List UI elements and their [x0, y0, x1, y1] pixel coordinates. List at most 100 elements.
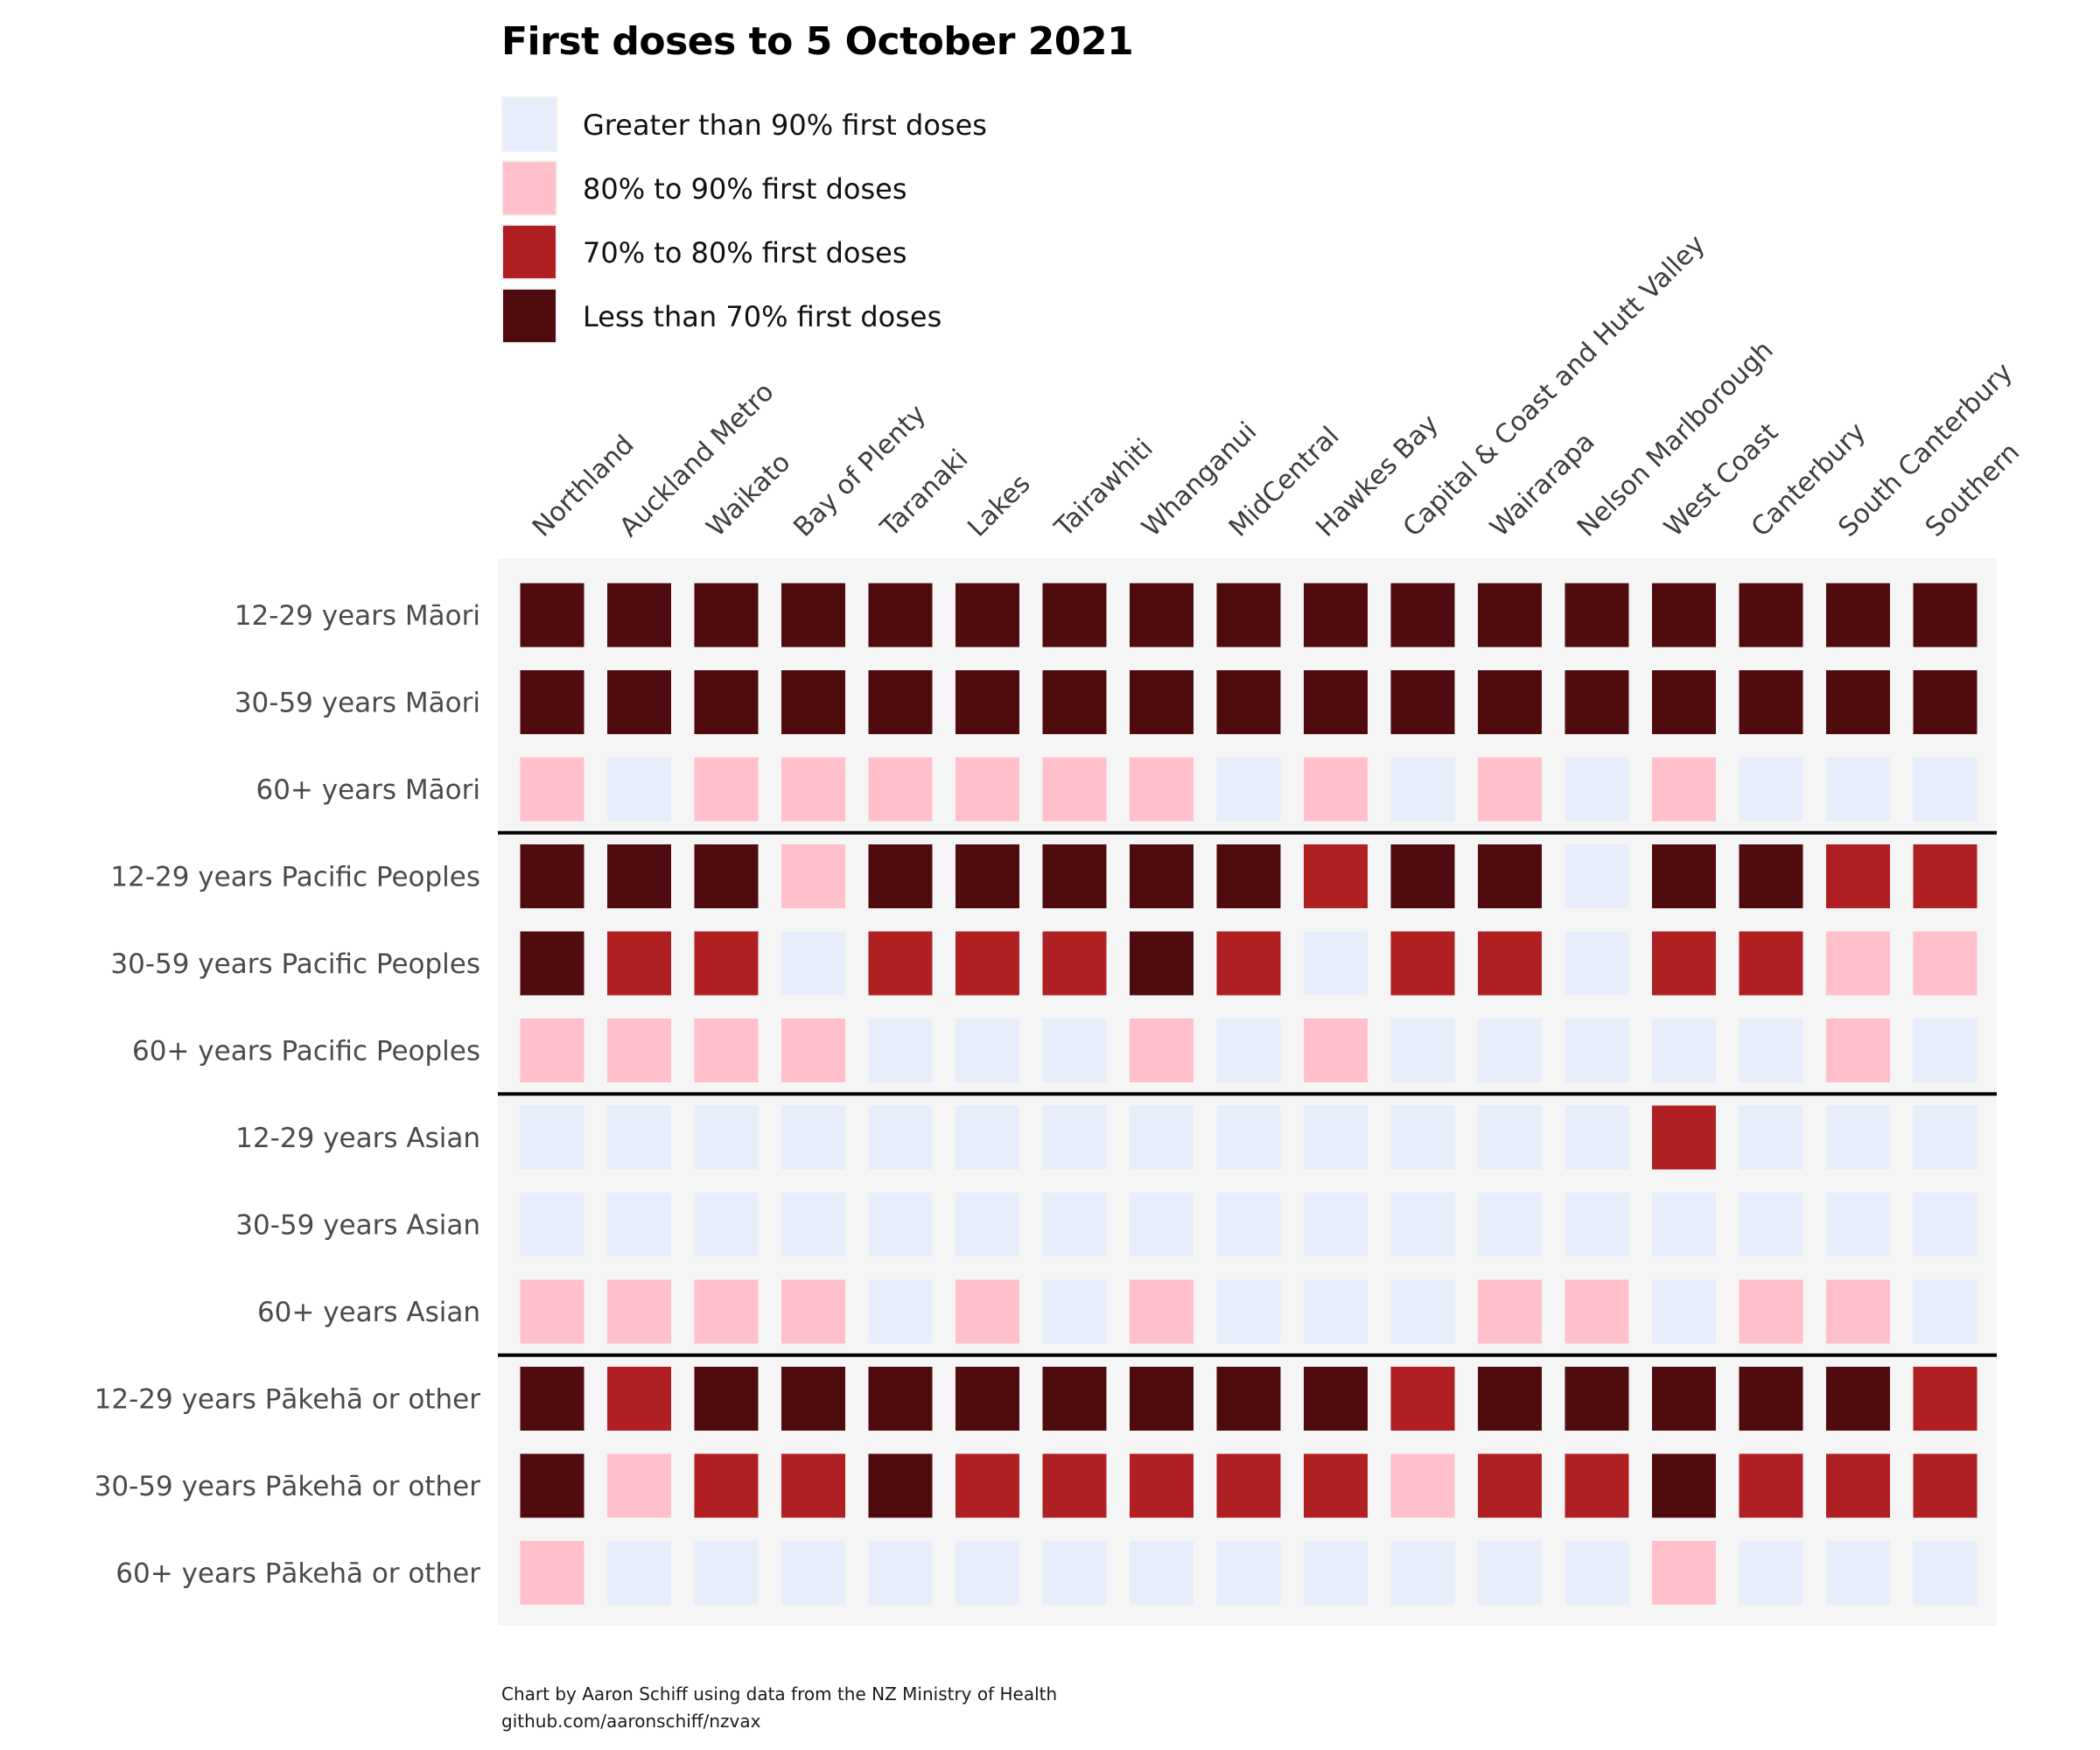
heatmap-cell [1216, 1018, 1281, 1082]
heatmap-cell [1739, 1279, 1803, 1344]
heatmap-cell [1304, 757, 1368, 822]
heatmap-cell [1304, 670, 1368, 734]
row-label: 30-59 years Māori [234, 688, 480, 719]
heatmap-cell [1652, 1541, 1716, 1605]
row-label: 12-29 years Asian [235, 1123, 480, 1154]
legend-swatch [501, 160, 557, 216]
heatmap-cell [1913, 1453, 1978, 1518]
row-label: 60+ years Māori [256, 774, 480, 806]
plot-background [498, 558, 1997, 1626]
heatmap-cell [1042, 1279, 1107, 1344]
heatmap-cell [1390, 1541, 1455, 1605]
heatmap-cell [1826, 583, 1890, 648]
heatmap-cell [1564, 583, 1629, 648]
heatmap-cell [520, 1279, 584, 1344]
heatmap-cell [1216, 1367, 1281, 1431]
heatmap-cell [1130, 1018, 1194, 1082]
caption-source: Chart by Aaron Schiff using data from th… [501, 1684, 1058, 1704]
heatmap-cell [956, 844, 1019, 908]
heatmap-cell [1216, 670, 1281, 734]
heatmap-cell [868, 1541, 933, 1605]
heatmap-cell [607, 844, 671, 908]
heatmap-cell [1304, 931, 1368, 996]
heatmap-cell [1564, 1105, 1629, 1170]
heatmap-cell [781, 931, 845, 996]
heatmap-cell [1478, 1541, 1542, 1605]
heatmap-cell [607, 1453, 671, 1518]
heatmap-cell [520, 1105, 584, 1170]
heatmap-cell [607, 757, 671, 822]
row-label: 12-29 years Pacific Peoples [110, 862, 480, 893]
heatmap-cell [1216, 583, 1281, 648]
heatmap-cell [1913, 1279, 1978, 1344]
heatmap-cell [1826, 1105, 1890, 1170]
row-label: 30-59 years Asian [235, 1210, 480, 1242]
heatmap-cell [1652, 844, 1716, 908]
heatmap-cell [868, 844, 933, 908]
heatmap-cell [1913, 1367, 1978, 1431]
heatmap-cell [1390, 1105, 1455, 1170]
heatmap-cell [868, 1453, 933, 1518]
heatmap-cell [781, 1105, 845, 1170]
heatmap-cell [1826, 757, 1890, 822]
heatmap-cell [1652, 931, 1716, 996]
heatmap-cell [520, 757, 584, 822]
heatmap-cell [956, 1367, 1019, 1431]
heatmap-cell [1739, 1453, 1803, 1518]
heatmap-cell [520, 583, 584, 648]
heatmap-cell [1390, 583, 1455, 648]
heatmap-cell [781, 670, 845, 734]
heatmap-cell [694, 1541, 759, 1605]
heatmap-cell [956, 931, 1019, 996]
heatmap-cell [1739, 1018, 1803, 1082]
heatmap-cell [1042, 844, 1107, 908]
column-label: Lakes [962, 468, 1036, 542]
heatmap-cell [1564, 670, 1629, 734]
heatmap-cell [1478, 844, 1542, 908]
heatmap-cell [1042, 1018, 1107, 1082]
heatmap-cell [694, 757, 759, 822]
heatmap-cell [956, 1541, 1019, 1605]
heatmap-cell [1390, 1453, 1455, 1518]
heatmap-cell [1478, 1367, 1542, 1431]
heatmap-cell [607, 1541, 671, 1605]
heatmap-cell [1042, 1367, 1107, 1431]
heatmap-cell [1564, 1018, 1629, 1082]
heatmap-cell [868, 670, 933, 734]
heatmap-cell [1216, 1541, 1281, 1605]
legend-label: 70% to 80% first doses [583, 236, 907, 270]
heatmap-cell [1304, 1105, 1368, 1170]
heatmap-cell [1216, 1453, 1281, 1518]
heatmap-cell [1652, 583, 1716, 648]
heatmap-cell [956, 583, 1019, 648]
heatmap-cell [1304, 1279, 1368, 1344]
heatmap-cell [868, 1367, 933, 1431]
heatmap-cell [607, 1105, 671, 1170]
heatmap-cell [781, 1453, 845, 1518]
legend-swatch [501, 288, 557, 344]
heatmap-cell [956, 1193, 1019, 1256]
heatmap-cell [1564, 844, 1629, 908]
heatmap-cell [1130, 1453, 1194, 1518]
heatmap-cell [1390, 844, 1455, 908]
heatmap-cell [694, 1193, 759, 1256]
heatmap-cell [868, 1279, 933, 1344]
heatmap-cell [694, 1105, 759, 1170]
heatmap-cell [1390, 1018, 1455, 1082]
heatmap-cell [1564, 1193, 1629, 1256]
heatmap-cell [520, 931, 584, 996]
heatmap-cell [1913, 1193, 1978, 1256]
legend-swatch [501, 224, 557, 280]
heatmap-cell [1478, 757, 1542, 822]
heatmap-cell [1652, 1279, 1716, 1344]
row-label: 30-59 years Pākehā or other [94, 1471, 481, 1502]
heatmap-cell [1478, 931, 1542, 996]
heatmap-cell [868, 583, 933, 648]
heatmap-cell [1216, 1279, 1281, 1344]
heatmap-cell [520, 1193, 584, 1256]
heatmap-cell [1216, 757, 1281, 822]
heatmap-cell [1042, 583, 1107, 648]
column-label: Auckland Metro [613, 377, 780, 543]
heatmap-cell [1652, 1367, 1716, 1431]
